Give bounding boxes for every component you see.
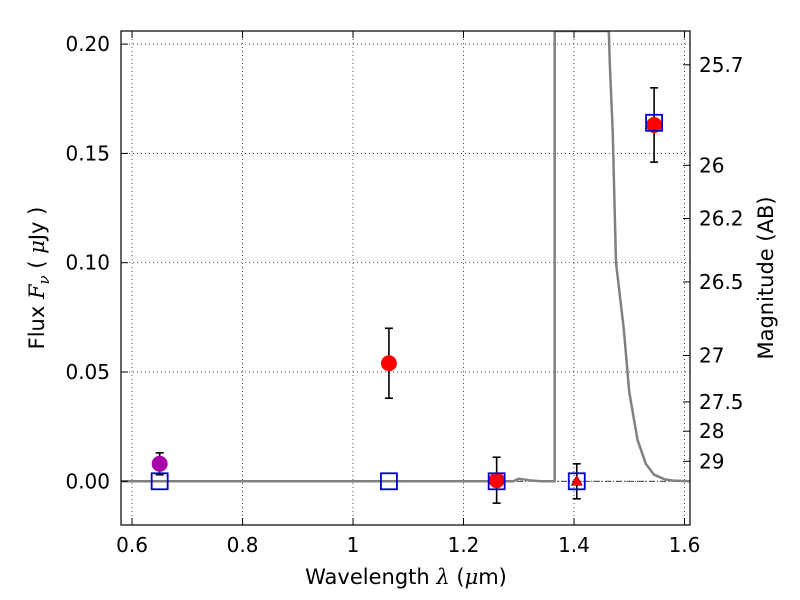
plot-frame [120, 30, 691, 526]
data-point [488, 472, 505, 489]
data-point [151, 455, 168, 472]
plot-background [121, 31, 690, 525]
x-tick-label: 1.6 [669, 533, 701, 557]
x-tick-label: 1.4 [558, 533, 590, 557]
y2-tick-label: 26.2 [699, 206, 744, 230]
y-tick-label: 0.15 [65, 141, 110, 165]
y-axis-title: Flux Fν ( μJy ) [25, 207, 53, 350]
y-tick-label: 0.05 [65, 360, 110, 384]
data-markers [150, 113, 663, 491]
y-tick-label: 0.00 [65, 469, 110, 493]
y2-tick-label: 28 [699, 419, 724, 443]
model-square [380, 472, 398, 491]
y2-tick-label: 27.5 [699, 390, 744, 414]
model-square [645, 113, 663, 132]
y2-tick-label: 27 [699, 344, 724, 368]
x-tick-label: 0.8 [227, 533, 259, 557]
sed-curve [121, 31, 690, 483]
y2-tick-label: 29 [699, 449, 724, 473]
ticks: 0.6 0.8 1 1.2 1.4 1.6 0.00 0.05 0.10 0.15 0.20 25.7… [65, 31, 744, 557]
model-square [150, 472, 169, 491]
sed-line [121, 31, 690, 483]
y-tick-label: 0.10 [65, 251, 110, 275]
y2-tick-label: 25.7 [699, 53, 744, 77]
x-tick-label: 0.6 [116, 533, 148, 557]
data-point [380, 355, 397, 372]
y2-axis-title: Magnitude (AB) [754, 196, 778, 359]
y2-tick-label: 26 [699, 153, 724, 177]
y-tick-label: 0.20 [65, 32, 110, 56]
x-tick-label: 1.2 [448, 533, 480, 557]
model-square [487, 472, 506, 491]
x-axis-title: Wavelength λ (μm) [305, 565, 507, 589]
x-tick-label: 1 [347, 533, 360, 557]
model-square [567, 472, 586, 491]
upper-limit-marker [570, 474, 583, 486]
y2-tick-label: 26.5 [699, 270, 744, 294]
